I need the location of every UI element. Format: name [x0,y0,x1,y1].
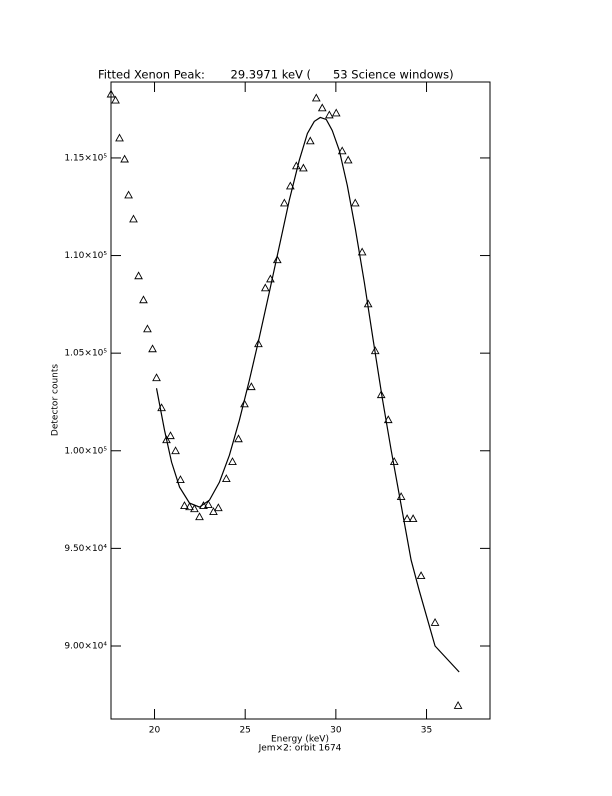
data-point [350,198,360,207]
data-point [324,110,334,119]
data-point [260,283,270,292]
y-axis-label: Detector counts [51,364,61,436]
data-point [240,399,249,408]
data-point [246,382,256,391]
data-point [120,154,129,163]
data-point [148,344,157,353]
data-point [376,390,386,399]
data-point [106,89,116,98]
data-point [234,434,243,443]
data-point [453,700,463,709]
y-tick-label: 1.10×10⁵ [64,251,107,261]
data-point [180,501,189,509]
y-tick-label: 9.50×10⁴ [64,544,107,554]
plot-frame [110,81,491,720]
chart-title: Fitted Xenon Peak: 29.3971 keV ( 53 Scie… [98,68,454,82]
data-point [408,514,418,523]
data-point [195,512,204,521]
data-point [228,457,237,466]
data-point [204,500,213,508]
data-point [129,214,138,223]
data-point [430,618,440,626]
data-point [254,339,263,348]
data-point [162,435,171,444]
data-point [402,514,412,523]
data-point [337,146,347,155]
data-point [209,507,218,516]
data-point [311,93,321,102]
data-point [305,136,315,145]
x-axis-label: Energy (keV) [271,735,329,745]
x-tick-label: 25 [239,726,250,736]
data-point [124,190,133,199]
x-tick-label: 35 [421,726,432,736]
data-point [171,446,180,455]
data-point [343,155,353,164]
data-point [213,503,223,512]
data-point [357,247,367,256]
y-tick-label: 9.00×10⁴ [64,641,107,651]
data-point [166,431,175,440]
data-point [331,108,341,117]
data-point [416,571,426,580]
data-point [152,373,161,382]
data-point [190,504,199,513]
y-tick-label: 1.15×10⁵ [64,153,107,163]
data-point [176,475,185,484]
subtitle: Jem×2: orbit 1674 [258,744,342,754]
data-point [279,198,289,207]
data-point [285,181,295,190]
data-point [139,295,148,304]
data-point [115,133,124,142]
data-point [317,103,327,112]
data-point [143,324,152,333]
data-point [272,255,282,264]
x-tick-label: 30 [330,726,342,736]
data-point [111,95,120,104]
data-point [185,502,194,511]
data-point [134,271,143,280]
data-point [221,474,231,483]
fit-line [155,116,460,673]
y-tick-label: 1.00×10⁵ [64,446,107,456]
y-tick-label: 1.05×10⁵ [64,349,107,359]
data-point [299,163,308,172]
x-tick-label: 20 [149,726,161,736]
